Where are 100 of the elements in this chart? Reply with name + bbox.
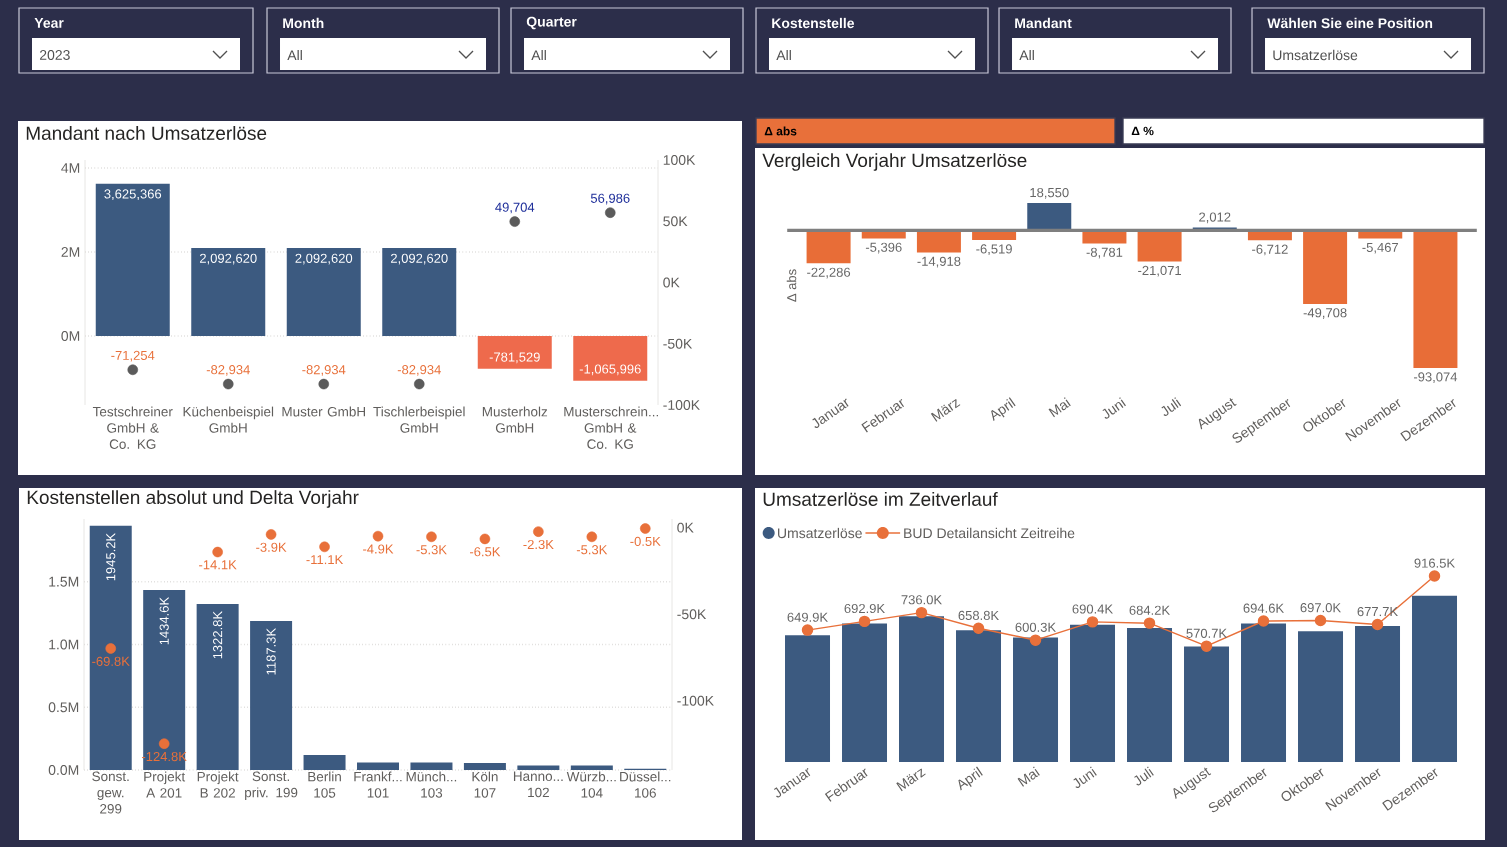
x-tick-label: Sonst. gew. 299 bbox=[92, 771, 129, 814]
x-tick-label: Juni bbox=[1073, 766, 1097, 789]
data-label: 18,550 bbox=[1030, 187, 1069, 199]
text: Δ abs bbox=[764, 126, 797, 136]
point bbox=[1200, 640, 1213, 652]
point bbox=[640, 523, 651, 534]
bar bbox=[303, 754, 346, 770]
text: Month bbox=[283, 17, 324, 29]
point bbox=[105, 643, 116, 654]
x-tick-label: Küchenbeispiel GmbH bbox=[183, 406, 274, 433]
data-label: -1,065,996 bbox=[579, 364, 641, 376]
point bbox=[265, 529, 277, 540]
x-tick-label: Würzb... 104 bbox=[566, 771, 616, 798]
text: Year bbox=[34, 18, 64, 28]
data-label: -82,934 bbox=[397, 365, 441, 376]
x-tick-label: Juli bbox=[1134, 766, 1154, 786]
data-label: 690.4K bbox=[1072, 604, 1113, 614]
chart-title: Kostenstellen absolut und Delta Vorjahr bbox=[27, 490, 359, 508]
y2-tick-label: 0K bbox=[663, 277, 680, 288]
x-tick-label: Berlin 105 bbox=[308, 771, 341, 798]
point bbox=[604, 207, 616, 218]
data-label: -21,071 bbox=[1138, 265, 1182, 277]
bar bbox=[517, 765, 560, 770]
data-label: -5.3K bbox=[576, 545, 608, 555]
data-label: -5.3K bbox=[416, 545, 447, 555]
bar bbox=[1412, 595, 1458, 762]
point bbox=[972, 622, 985, 635]
point bbox=[479, 533, 491, 545]
x-tick-label: Düssel... 106 bbox=[620, 771, 671, 798]
bar bbox=[1298, 631, 1344, 762]
data-label: -82,934 bbox=[302, 365, 346, 376]
y-axis-title: Δ abs bbox=[786, 269, 797, 302]
x-tick-label: Projekt B 202 bbox=[197, 771, 239, 798]
point bbox=[212, 546, 223, 558]
x-tick-label: Mai bbox=[1048, 397, 1071, 418]
x-tick-label: Muster GmbH bbox=[282, 406, 365, 417]
x-tick-label: Juli bbox=[1161, 397, 1182, 416]
point bbox=[1314, 614, 1327, 627]
data-label: 1434.6K bbox=[159, 597, 169, 645]
data-label: 916.5K bbox=[1414, 558, 1455, 568]
point bbox=[1371, 618, 1384, 631]
point bbox=[319, 541, 330, 553]
x-tick-label: Köln 107 bbox=[472, 771, 498, 798]
point bbox=[222, 378, 234, 390]
y2-tick-label: 100K bbox=[663, 155, 696, 165]
text: 2023 bbox=[39, 50, 70, 60]
bar bbox=[196, 603, 239, 770]
data-label: 649.9K bbox=[787, 612, 828, 622]
x-tick-label: Mai bbox=[1017, 766, 1040, 787]
point bbox=[1086, 616, 1099, 628]
legend-label: BUD Detailansicht Zeitreihe bbox=[904, 527, 1075, 539]
data-label: -69.8K bbox=[92, 656, 130, 666]
data-label: 736.0K bbox=[901, 595, 942, 605]
data-label: -8,781 bbox=[1086, 247, 1123, 259]
point bbox=[127, 364, 139, 376]
point bbox=[413, 378, 425, 390]
bar bbox=[477, 335, 552, 369]
data-label: 56,986 bbox=[590, 193, 630, 205]
data-label: 2,092,620 bbox=[199, 253, 257, 265]
point bbox=[1029, 634, 1042, 646]
data-label: 1322.8K bbox=[213, 611, 223, 659]
data-label: -14.1K bbox=[199, 560, 237, 570]
bar bbox=[842, 623, 888, 762]
bar bbox=[573, 335, 648, 381]
data-label: -0.5K bbox=[630, 536, 661, 546]
x-tick-label: Musterholz GmbH bbox=[482, 406, 548, 433]
x-tick-label: Testschreiner GmbH & Co. KG bbox=[92, 406, 173, 449]
bar bbox=[89, 525, 132, 770]
point bbox=[158, 738, 170, 749]
y-tick-label: 0.0M bbox=[48, 765, 79, 775]
y-tick-label: 2M bbox=[61, 247, 80, 257]
point bbox=[533, 526, 544, 537]
data-label: 2,092,620 bbox=[295, 253, 353, 265]
data-label: -11.1K bbox=[306, 555, 344, 565]
bar bbox=[785, 635, 831, 762]
point bbox=[586, 531, 598, 543]
bar bbox=[1070, 624, 1116, 762]
bar bbox=[570, 765, 613, 770]
data-label: 1945.2K bbox=[106, 532, 116, 581]
point bbox=[318, 378, 330, 390]
y2-tick-label: 0K bbox=[677, 522, 694, 533]
data-label: -14,918 bbox=[917, 256, 961, 268]
data-label: -781,529 bbox=[489, 352, 540, 364]
y-tick-label: 1.0M bbox=[49, 639, 79, 650]
y2-tick-label: 50K bbox=[663, 216, 688, 227]
data-label: 3,625,366 bbox=[104, 189, 162, 201]
data-label: -22,286 bbox=[807, 267, 851, 279]
data-label: -2.3K bbox=[523, 539, 554, 550]
data-label: 1187.3K bbox=[266, 628, 276, 675]
bar bbox=[1355, 626, 1401, 762]
text: Kostenstelle bbox=[772, 17, 855, 29]
data-label: 684.2K bbox=[1129, 605, 1170, 615]
bar bbox=[357, 762, 399, 770]
data-label: 694.6K bbox=[1243, 603, 1284, 613]
x-tick-label: Hanno... 102 bbox=[513, 771, 563, 798]
point bbox=[509, 216, 521, 227]
point bbox=[426, 531, 437, 543]
data-label: 2,012 bbox=[1199, 212, 1231, 224]
text: All bbox=[776, 49, 791, 61]
text: Δ % bbox=[1131, 126, 1154, 136]
